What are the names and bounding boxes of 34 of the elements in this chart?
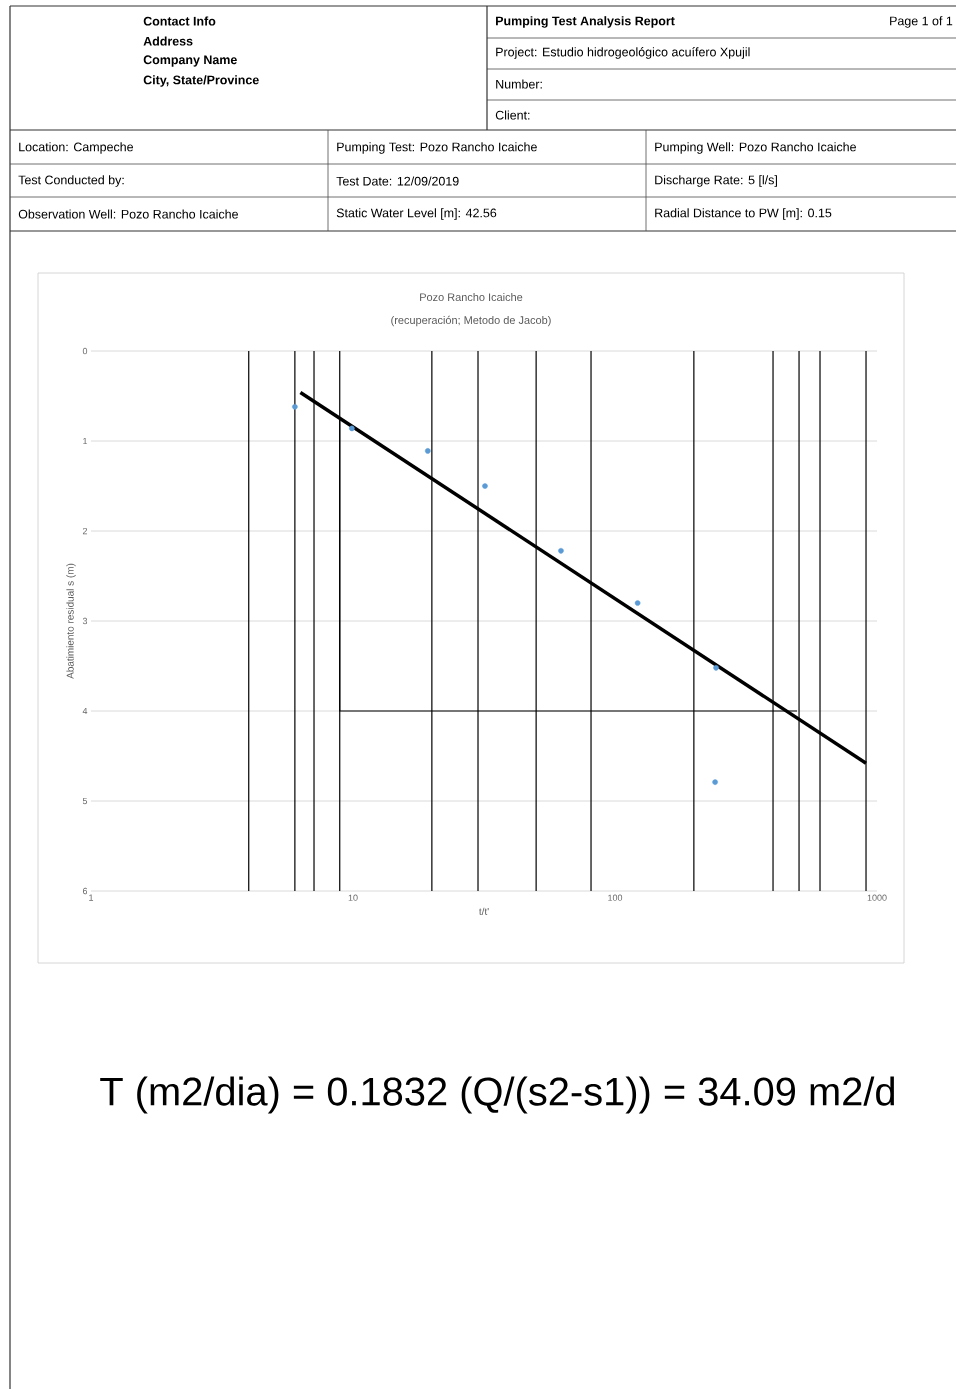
text: Contact Info bbox=[143, 16, 216, 26]
y-axis-title: Abatimiento residual s (m) bbox=[66, 563, 76, 679]
x-tick-label: 1 bbox=[89, 894, 94, 901]
text: Address bbox=[143, 36, 193, 46]
text: Discharge Rate: 5 [l/s] bbox=[655, 175, 777, 187]
y-tick-label: 1 bbox=[83, 437, 88, 445]
y-tick-label: 4 bbox=[82, 707, 88, 715]
text: Page 1 of 1 bbox=[890, 16, 953, 28]
x-tick-label: 100 bbox=[608, 894, 623, 901]
text: Client: bbox=[495, 110, 530, 120]
y-tick-label: 0 bbox=[82, 347, 88, 355]
text: Pumping Test: Pozo Rancho Icaiche bbox=[337, 142, 537, 154]
text: Static Water Level [m]: 42.56 bbox=[336, 208, 497, 220]
x-tick-label: 1000 bbox=[867, 894, 887, 901]
text: Company Name bbox=[143, 55, 237, 67]
text: Radial Distance to PW [m]: 0.15 bbox=[655, 208, 832, 220]
text: Location: Campeche bbox=[19, 142, 133, 154]
text: Test Conducted by: bbox=[18, 175, 124, 187]
x-tick-label: 10 bbox=[348, 894, 358, 901]
x-axis-title: t/t' bbox=[479, 907, 489, 916]
text: City, State/Province bbox=[143, 75, 259, 87]
text: Observation Well: Pozo Rancho Icaiche bbox=[18, 209, 238, 219]
text: Test Date: 12/09/2019 bbox=[336, 176, 459, 186]
text: Pumping Test Analysis Report bbox=[496, 16, 675, 28]
chart-subtitle: (recuperación; Metodo de Jacob) bbox=[391, 315, 551, 327]
chart-title: Pozo Rancho Icaiche bbox=[420, 292, 523, 302]
y-tick-label: 5 bbox=[82, 797, 88, 805]
text: Project: Estudio hidrogeológico acuífero Xpujil bbox=[496, 47, 750, 59]
text: T (m2/dia) = 0.1832 (Q/(s2-s1)) = 34.09 m2/d bbox=[100, 1076, 895, 1114]
y-tick-label: 3 bbox=[82, 617, 88, 625]
y-tick-label: 2 bbox=[82, 527, 88, 535]
y-tick-label: 6 bbox=[82, 887, 88, 895]
text: Pumping Well: Pozo Rancho Icaiche bbox=[655, 142, 856, 154]
text: Number: bbox=[496, 79, 542, 89]
